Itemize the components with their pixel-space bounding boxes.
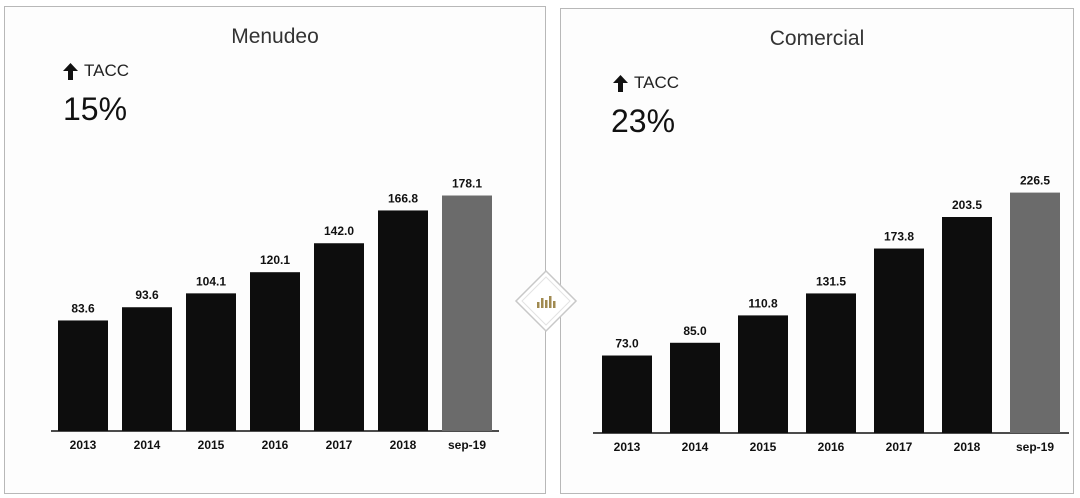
x-tick-label: 2016 [262, 438, 289, 452]
bar-2014 [670, 342, 720, 433]
bar-sep-19 [1010, 192, 1060, 433]
bar-chart-icon[interactable] [514, 269, 578, 333]
arrow-up-icon [613, 74, 628, 92]
chart-title: Comercial [769, 27, 865, 50]
data-label: 142.0 [324, 224, 354, 238]
bar-2016 [250, 272, 300, 431]
x-tick-label: 2018 [954, 440, 981, 454]
x-tick-label: 2015 [198, 438, 225, 452]
x-tick-label: 2018 [390, 438, 417, 452]
bar-2017 [314, 243, 364, 431]
x-tick-label: 2017 [886, 440, 913, 454]
data-label: 83.6 [71, 301, 95, 315]
bar-2017 [874, 248, 924, 433]
bar-2013 [602, 355, 652, 433]
x-tick-label: 2015 [750, 440, 777, 454]
chart-title: Menudeo [231, 25, 319, 48]
x-tick-label: 2014 [134, 438, 161, 452]
x-tick-label: sep-19 [448, 438, 486, 452]
data-label: 73.0 [615, 337, 639, 351]
data-label: 85.0 [683, 324, 707, 338]
bar-sep-19 [442, 195, 492, 431]
data-label: 203.5 [952, 198, 982, 212]
comercial-bar-chart: 73.0 2013 85.0 2014 110.8 2015 131.5 2016 173.8 2… [593, 174, 1069, 454]
menudeo-panel: Menudeo TACC 15% 83.6 2013 93.6 2014 104.1 20… [4, 6, 546, 494]
tacc-label: TACC [84, 61, 130, 80]
bar-2018 [942, 217, 992, 433]
data-label: 110.8 [748, 296, 778, 310]
menudeo-bar-chart: 83.6 2013 93.6 2014 104.1 2015 120.1 2016 142.0 2… [51, 177, 499, 452]
data-label: 166.8 [388, 191, 418, 205]
x-tick-label: 2013 [70, 438, 97, 452]
x-tick-label: 2013 [614, 440, 641, 454]
x-tick-label: 2016 [818, 440, 845, 454]
data-label: 131.5 [816, 274, 846, 288]
bar-2013 [58, 320, 108, 431]
tacc-value: 23% [611, 103, 676, 139]
bar-2015 [186, 293, 236, 431]
bar-2015 [738, 315, 788, 433]
arrow-up-icon [63, 62, 78, 80]
data-label: 104.1 [196, 274, 226, 288]
bar-2018 [378, 210, 428, 431]
tacc-label: TACC [634, 73, 680, 92]
tacc-label-row: TACC [613, 73, 679, 93]
data-label: 226.5 [1020, 174, 1050, 188]
data-label: 93.6 [135, 288, 159, 302]
x-tick-label: sep-19 [1016, 440, 1054, 454]
data-label: 120.1 [260, 253, 290, 267]
bar-2014 [122, 307, 172, 431]
tacc-value: 15% [63, 91, 128, 127]
x-tick-label: 2014 [682, 440, 709, 454]
tacc-label-row: TACC [63, 61, 129, 81]
data-label: 178.1 [452, 177, 482, 191]
x-tick-label: 2017 [326, 438, 353, 452]
comercial-panel: Comercial TACC 23% 73.0 2013 85.0 2014 110.8… [560, 8, 1074, 494]
bar-2016 [806, 293, 856, 433]
data-label: 173.8 [884, 230, 914, 244]
